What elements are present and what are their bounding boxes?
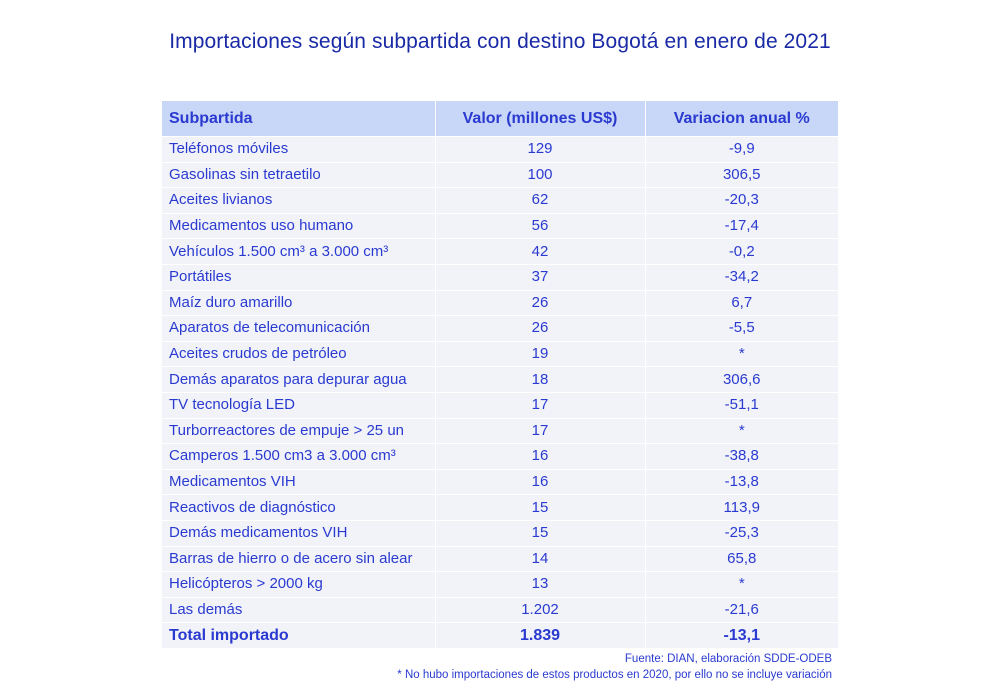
cell-variacion: -17,4	[645, 212, 838, 239]
cell-variacion: *	[645, 571, 838, 598]
cell-subpartida: TV tecnología LED	[162, 391, 436, 419]
table-header-row: Subpartida Valor (millones US$) Variacio…	[162, 101, 838, 137]
cell-variacion: -25,3	[645, 519, 838, 546]
cell-valor: 129	[435, 136, 646, 163]
cell-subpartida: Demás medicamentos VIH	[162, 519, 436, 546]
total-row: Total importado 1.839 -13,1	[162, 622, 838, 648]
cell-variacion: *	[645, 417, 838, 444]
cell-subpartida: Barras de hierro o de acero sin alear	[162, 545, 436, 572]
cell-variacion: -0,2	[645, 238, 838, 265]
cell-variacion: 113,9	[645, 494, 838, 521]
cell-valor: 100	[435, 161, 646, 188]
page-title: Importaciones según subpartida con desti…	[169, 30, 831, 53]
cell-subpartida: Turborreactores de empuje > 25 un	[162, 417, 436, 444]
cell-subpartida: Aceites livianos	[162, 187, 436, 214]
cell-valor: 16	[435, 443, 646, 470]
table-row: Las demás 1.202 -21,6	[162, 596, 838, 623]
cell-variacion: -21,6	[645, 596, 838, 623]
cell-variacion: -13,8	[645, 468, 838, 495]
cell-subpartida: Teléfonos móviles	[162, 136, 436, 163]
cell-subpartida: Las demás	[162, 596, 436, 623]
cell-valor: 17	[435, 391, 646, 419]
table-row: Medicamentos VIH 16 -13,8	[162, 468, 838, 495]
cell-valor: 1.202	[435, 596, 646, 623]
cell-valor: 18	[435, 366, 646, 393]
cell-valor: 37	[435, 263, 646, 291]
cell-valor: 42	[435, 238, 646, 265]
cell-subpartida: Gasolinas sin tetraetilo	[162, 161, 436, 188]
cell-subpartida: Maíz duro amarillo	[162, 289, 436, 316]
cell-subpartida: Medicamentos VIH	[162, 468, 436, 495]
cell-variacion: -5,5	[645, 315, 838, 342]
table-row: Aceites crudos de petróleo 19 *	[162, 340, 838, 367]
cell-valor: 13	[435, 571, 646, 598]
cell-variacion: -34,2	[645, 263, 838, 291]
cell-subpartida: Aceites crudos de petróleo	[162, 340, 436, 367]
column-header-variacion: Variacion anual %	[645, 101, 838, 137]
cell-variacion: -51,1	[645, 391, 838, 419]
cell-variacion: 306,5	[645, 161, 838, 188]
cell-variacion: -9,9	[645, 136, 838, 163]
total-variacion: -13,1	[645, 622, 838, 648]
table-row: Demás medicamentos VIH 15 -25,3	[162, 519, 838, 546]
cell-variacion: 306,6	[645, 366, 838, 393]
cell-subpartida: Medicamentos uso humano	[162, 212, 436, 239]
table-row: Vehículos 1.500 cm³ a 3.000 cm³ 42 -0,2	[162, 238, 838, 265]
table-row: Gasolinas sin tetraetilo 100 306,5	[162, 161, 838, 188]
cell-valor: 62	[435, 187, 646, 214]
footnote: * No hubo importaciones de estos product…	[397, 669, 832, 681]
table-row: Turborreactores de empuje > 25 un 17 *	[162, 417, 838, 444]
table-row: Camperos 1.500 cm3 a 3.000 cm³ 16 -38,8	[162, 443, 838, 470]
cell-subpartida: Demás aparatos para depurar agua	[162, 366, 436, 393]
table-row: Aparatos de telecomunicación 26 -5,5	[162, 315, 838, 342]
table-row: Barras de hierro o de acero sin alear 14 6…	[162, 545, 838, 572]
table-row: Aceites livianos 62 -20,3	[162, 187, 838, 214]
cell-valor: 26	[435, 289, 646, 316]
cell-variacion: 65,8	[645, 545, 838, 572]
cell-subpartida: Vehículos 1.500 cm³ a 3.000 cm³	[162, 238, 436, 265]
table-row: Demás aparatos para depurar agua 18 306,6	[162, 366, 838, 393]
cell-subpartida: Helicópteros > 2000 kg	[162, 571, 436, 598]
total-label: Total importado	[162, 622, 436, 648]
cell-valor: 56	[435, 212, 646, 239]
cell-valor: 16	[435, 468, 646, 495]
cell-valor: 14	[435, 545, 646, 572]
cell-variacion: -20,3	[645, 187, 838, 214]
table-row: TV tecnología LED 17 -51,1	[162, 391, 838, 419]
cell-valor: 15	[435, 494, 646, 521]
cell-variacion: 6,7	[645, 289, 838, 316]
cell-variacion: *	[645, 340, 838, 367]
cell-valor: 26	[435, 315, 646, 342]
table-row: Teléfonos móviles 129 -9,9	[162, 136, 838, 163]
cell-subpartida: Reactivos de diagnóstico	[162, 494, 436, 521]
cell-subpartida: Aparatos de telecomunicación	[162, 315, 436, 342]
cell-subpartida: Camperos 1.500 cm3 a 3.000 cm³	[162, 443, 436, 470]
table-row: Maíz duro amarillo 26 6,7	[162, 289, 838, 316]
cell-valor: 15	[435, 519, 646, 546]
cell-valor: 19	[435, 340, 646, 367]
table-row: Portátiles 37 -34,2	[162, 263, 838, 291]
table-row: Helicópteros > 2000 kg 13 *	[162, 571, 838, 598]
table-body: Teléfonos móviles 129 -9,9 Gasolinas sin te…	[162, 136, 838, 648]
cell-valor: 17	[435, 417, 646, 444]
cell-variacion: -38,8	[645, 443, 838, 470]
total-valor: 1.839	[435, 622, 646, 648]
column-header-subpartida: Subpartida	[162, 101, 436, 137]
source-note: Fuente: DIAN, elaboración SDDE-ODEB	[624, 653, 832, 665]
imports-table: Subpartida Valor (millones US$) Variacio…	[162, 101, 838, 648]
table-row: Reactivos de diagnóstico 15 113,9	[162, 494, 838, 521]
cell-subpartida: Portátiles	[162, 263, 436, 291]
table-row: Medicamentos uso humano 56 -17,4	[162, 212, 838, 239]
column-header-valor: Valor (millones US$)	[435, 101, 646, 137]
